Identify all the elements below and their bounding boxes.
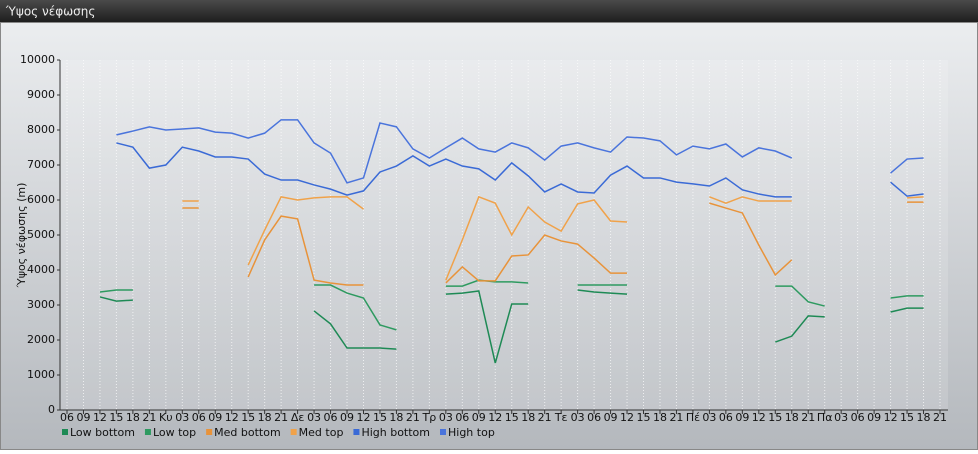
x-tick-label: 09 <box>340 411 354 424</box>
y-tick-label: 8000 <box>27 123 55 136</box>
x-tick-label: 21 <box>801 411 815 424</box>
x-tick-label: 09 <box>208 411 222 424</box>
x-tick-label: 09 <box>867 411 881 424</box>
legend-label: Med bottom <box>214 426 281 439</box>
x-tick-label: 06 <box>587 411 601 424</box>
x-tick-label: Πα <box>817 411 833 424</box>
y-tick-label: 4000 <box>27 263 55 276</box>
x-tick-label: 18 <box>653 411 667 424</box>
y-tick-label: 0 <box>48 403 55 416</box>
x-tick-label: 18 <box>258 411 272 424</box>
y-axis-title: Ύψος νέφωσης (m) <box>15 183 28 289</box>
legend-label: Med top <box>299 426 344 439</box>
plot-area <box>60 60 948 410</box>
series-line <box>99 289 924 364</box>
x-tick-label: 12 <box>356 411 370 424</box>
legend-label: Low top <box>153 426 196 439</box>
x-tick-label: 21 <box>142 411 156 424</box>
x-tick-label: 21 <box>669 411 683 424</box>
x-tick-label: 12 <box>93 411 107 424</box>
x-tick-label: 06 <box>324 411 338 424</box>
x-tick-label: 03 <box>307 411 321 424</box>
legend-swatch <box>440 429 446 435</box>
x-tick-label: 03 <box>834 411 848 424</box>
x-tick-label: 12 <box>620 411 634 424</box>
x-tick-label: 21 <box>538 411 552 424</box>
x-tick-label: 18 <box>917 411 931 424</box>
legend-label: Low bottom <box>70 426 135 439</box>
x-tick-label: 21 <box>274 411 288 424</box>
series-line <box>182 195 924 281</box>
x-tick-label: 15 <box>900 411 914 424</box>
x-tick-label: 21 <box>406 411 420 424</box>
y-tick-label: 3000 <box>27 298 55 311</box>
x-tick-label: 15 <box>373 411 387 424</box>
window-title: Ύψος νέφωσης <box>5 5 95 19</box>
y-tick-label: 2000 <box>27 333 55 346</box>
x-tick-label: Πέ <box>686 411 700 424</box>
legend-label: High bottom <box>361 426 430 439</box>
y-tick-label: 6000 <box>27 193 55 206</box>
x-tick-label: 09 <box>735 411 749 424</box>
y-tick-label: 7000 <box>27 158 55 171</box>
x-tick-label: 12 <box>884 411 898 424</box>
x-tick-label: 21 <box>933 411 947 424</box>
x-tick-label: 15 <box>241 411 255 424</box>
legend-swatch <box>206 429 213 435</box>
x-tick-label: 09 <box>76 411 90 424</box>
x-tick-label: Κυ <box>159 411 173 424</box>
x-tick-label: 12 <box>752 411 766 424</box>
x-tick-label: 06 <box>60 411 74 424</box>
x-tick-label: 12 <box>488 411 502 424</box>
x-tick-label: 03 <box>175 411 189 424</box>
x-tick-label: 18 <box>785 411 799 424</box>
x-tick-label: Δε <box>291 411 305 424</box>
x-tick-label: 15 <box>505 411 519 424</box>
title-bar <box>0 0 978 22</box>
x-tick-label: 06 <box>455 411 469 424</box>
x-tick-label: 15 <box>637 411 651 424</box>
x-tick-label: 09 <box>604 411 618 424</box>
x-tick-label: 15 <box>109 411 123 424</box>
x-tick-label: Τρ <box>422 411 437 424</box>
legend-swatch <box>290 429 297 435</box>
series-line <box>116 119 924 184</box>
x-tick-label: 12 <box>225 411 239 424</box>
y-tick-label: 10000 <box>20 53 55 66</box>
legend-label: High top <box>448 426 495 439</box>
x-tick-label: 03 <box>571 411 585 424</box>
x-tick-label: 18 <box>521 411 535 424</box>
y-tick-label: 5000 <box>27 228 55 241</box>
legend-swatch <box>144 429 151 435</box>
x-tick-label: 06 <box>851 411 865 424</box>
x-tick-label: 18 <box>126 411 140 424</box>
x-tick-label: 03 <box>439 411 453 424</box>
x-tick-label: 09 <box>472 411 486 424</box>
x-tick-label: 06 <box>719 411 733 424</box>
x-tick-label: 06 <box>192 411 206 424</box>
legend-swatch <box>62 429 68 435</box>
legend-swatch <box>353 429 360 435</box>
series-line <box>182 201 924 286</box>
x-tick-label: 18 <box>389 411 403 424</box>
x-tick-label: Τε <box>554 411 568 424</box>
series-line <box>116 142 924 198</box>
y-tick-label: 1000 <box>27 368 55 381</box>
x-tick-label: 15 <box>768 411 782 424</box>
y-tick-label: 9000 <box>27 88 55 101</box>
x-tick-label: 03 <box>702 411 716 424</box>
